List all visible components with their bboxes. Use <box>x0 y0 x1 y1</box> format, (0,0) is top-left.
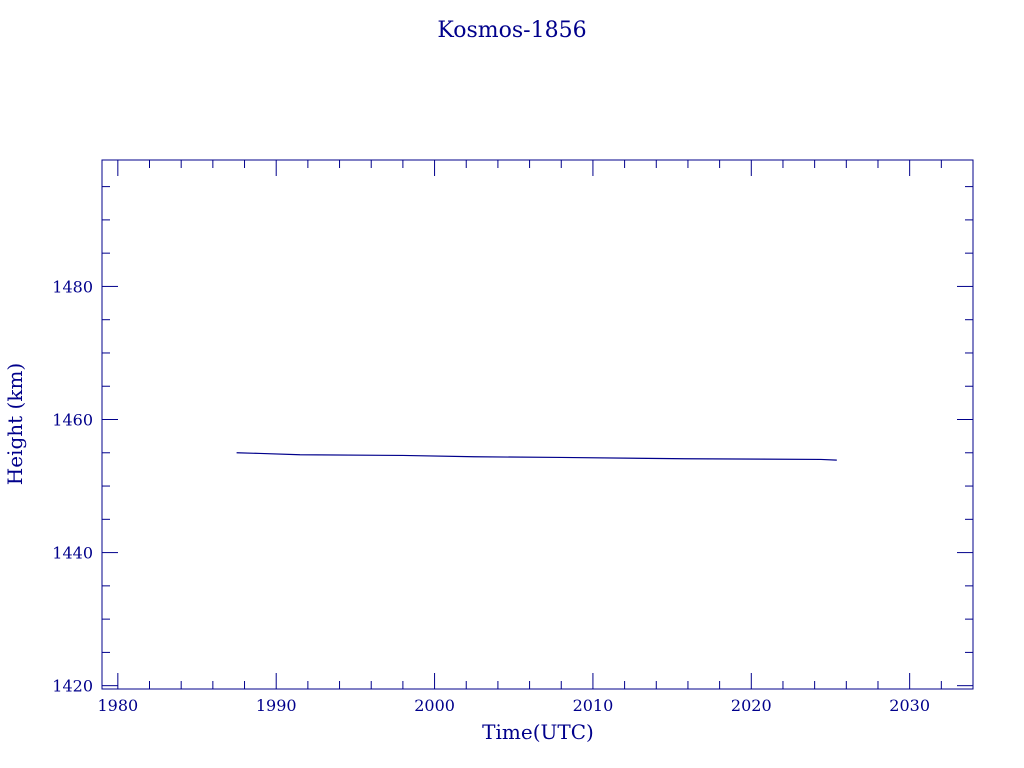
x-tick-label: 1980 <box>97 696 138 715</box>
ticks-layer <box>102 160 974 689</box>
series-layer <box>236 452 837 461</box>
series-line-height <box>236 452 837 461</box>
x-tick-label: 1990 <box>256 696 297 715</box>
x-tick-label: 2010 <box>573 696 614 715</box>
y-tick-label: 1460 <box>52 411 93 430</box>
chart-title: Kosmos-1856 <box>437 18 586 43</box>
tick-labels-layer: 1980 1990 2000 2010 2020 2030 1420 1440 1460 1480 <box>52 277 930 715</box>
plot-frame <box>101 159 974 690</box>
y-axis-label: Height (km) <box>3 363 27 485</box>
x-tick-label: 2020 <box>731 696 772 715</box>
y-tick-label: 1420 <box>52 677 93 696</box>
y-tick-label: 1440 <box>52 544 93 563</box>
x-axis-label: Time(UTC) <box>482 720 594 744</box>
x-tick-label: 2030 <box>889 696 930 715</box>
y-tick-label: 1480 <box>52 277 93 296</box>
x-tick-label: 2000 <box>414 696 455 715</box>
